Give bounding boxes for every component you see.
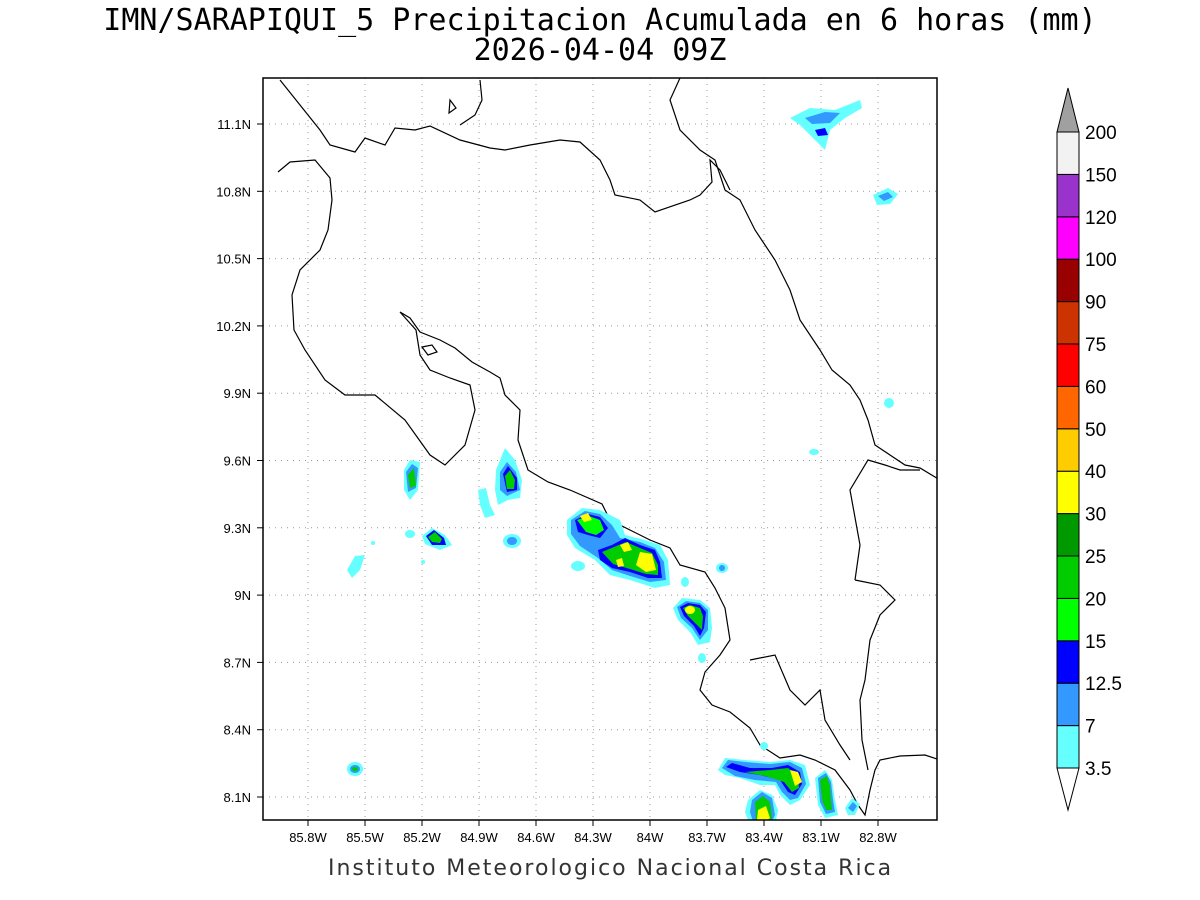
colorbar-swatch [1056,513,1080,557]
lon-tick-label: 84.9W [460,830,498,845]
colorbar-swatch [1056,555,1080,599]
colorbar-swatch [1056,725,1080,769]
colorbar-label: 25 [1085,547,1106,568]
coastline [277,78,937,817]
colorbar-label: 120 [1085,208,1117,229]
map-title: IMN/SARAPIQUI_5 Precipitacion Acumulada … [103,3,1097,38]
lon-tick-label: 83.4W [745,830,783,845]
lon-tick-label: 82.8W [859,830,897,845]
footer-credit: Instituto Meteorologico Nacional Costa R… [328,856,894,881]
colorbar-label: 30 [1085,505,1106,526]
lat-tick-label: 9.9N [224,386,251,401]
colorbar-swatch [1056,470,1080,515]
lon-tick-label: 85.5W [346,830,384,845]
colorbar-swatch [1056,343,1080,387]
colorbar-label: 150 [1085,165,1117,186]
lat-tick-label: 8.7N [224,655,251,670]
lat-tick-label: 8.1N [224,790,251,805]
lon-tick-label: 84.3W [574,830,612,845]
map-frame [262,77,938,821]
map-grid [263,78,937,820]
colorbar-label: 3.5 [1085,759,1111,780]
colorbar-label: 20 [1085,589,1106,610]
colorbar-top-arrow [1056,87,1080,133]
colorbar-label: 75 [1085,335,1106,356]
lon-tick-label: 84.6W [517,830,555,845]
lon-tick-label: 83.1W [802,830,840,845]
colorbar-swatch [1056,428,1080,472]
colorbar-swatch [1056,597,1080,642]
lat-tick-label: 10.8N [216,184,251,199]
colorbar-label: 200 [1085,123,1117,144]
colorbar: 3.5 7 12.5 15 20 25 30 40 50 60 75 90 100 120 150 200 [1056,87,1122,812]
lat-tick-label: 9N [234,588,251,603]
colorbar-swatch [1056,258,1080,303]
latitude-labels: 11.1N 10.8N 10.5N 10.2N 9.9N 9.6N 9.3N 9N 8.7N 8.… [216,117,263,805]
lon-tick-label: 83.7W [688,830,726,845]
lon-tick-label: 84W [637,830,664,845]
precipitation-field [347,100,898,820]
colorbar-swatch [1056,301,1080,345]
lat-tick-label: 10.2N [216,319,251,334]
lat-tick-label: 9.3N [224,521,251,536]
lat-tick-label: 9.6N [224,454,251,469]
colorbar-swatch [1056,640,1080,684]
colorbar-bottom-arrow [1056,767,1080,812]
longitude-labels: 85.8W 85.5W 85.2W 84.9W 84.6W 84.3W 84W 83.7W 83… [289,820,898,845]
colorbar-label: 60 [1085,377,1106,398]
colorbar-label: 100 [1085,250,1117,271]
colorbar-swatch [1056,682,1080,727]
colorbar-swatch [1056,385,1080,430]
colorbar-label: 90 [1085,293,1106,314]
lat-tick-label: 10.5N [216,252,251,267]
map-date: 2026-04-04 09Z [473,33,727,68]
lon-tick-label: 85.2W [403,830,441,845]
colorbar-label: 12.5 [1085,674,1122,695]
colorbar-swatch [1056,216,1080,260]
lat-tick-label: 8.4N [224,723,251,738]
colorbar-label: 40 [1085,462,1106,483]
colorbar-label: 50 [1085,420,1106,441]
lon-tick-label: 85.8W [289,830,327,845]
colorbar-label: 15 [1085,632,1106,653]
lat-tick-label: 11.1N [217,117,251,132]
colorbar-label: 7 [1085,717,1096,738]
colorbar-swatch [1056,131,1080,175]
colorbar-swatch [1056,173,1080,218]
